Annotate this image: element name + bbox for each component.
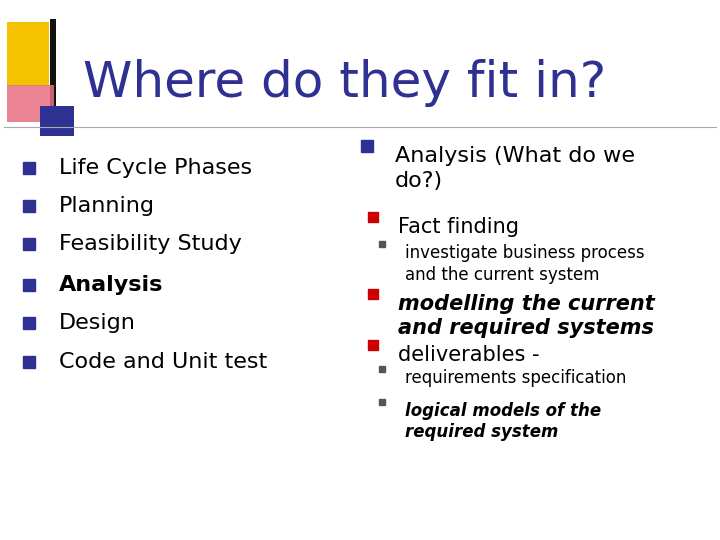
Text: Code and Unit test: Code and Unit test	[59, 352, 267, 372]
Text: modelling the current
and required systems: modelling the current and required syste…	[398, 294, 655, 338]
Text: Feasibility Study: Feasibility Study	[59, 234, 242, 254]
Text: Design: Design	[59, 313, 136, 334]
Text: Life Cycle Phases: Life Cycle Phases	[59, 158, 252, 179]
Text: logical models of the
required system: logical models of the required system	[405, 402, 600, 441]
Bar	[7, 22, 49, 86]
Text: Fact finding: Fact finding	[398, 217, 519, 237]
Text: Analysis: Analysis	[59, 274, 163, 295]
Text: investigate business process
and the current system: investigate business process and the cur…	[405, 244, 644, 284]
Bar	[7, 85, 54, 122]
Text: requirements specification: requirements specification	[405, 369, 626, 387]
Text: Planning: Planning	[59, 196, 155, 217]
Bar	[50, 19, 56, 130]
Text: Where do they fit in?: Where do they fit in?	[83, 59, 606, 107]
Bar	[40, 106, 74, 136]
Bar	[50, 128, 56, 136]
Text: Analysis (What do we
do?): Analysis (What do we do?)	[395, 146, 634, 191]
Text: deliverables -: deliverables -	[398, 345, 540, 365]
